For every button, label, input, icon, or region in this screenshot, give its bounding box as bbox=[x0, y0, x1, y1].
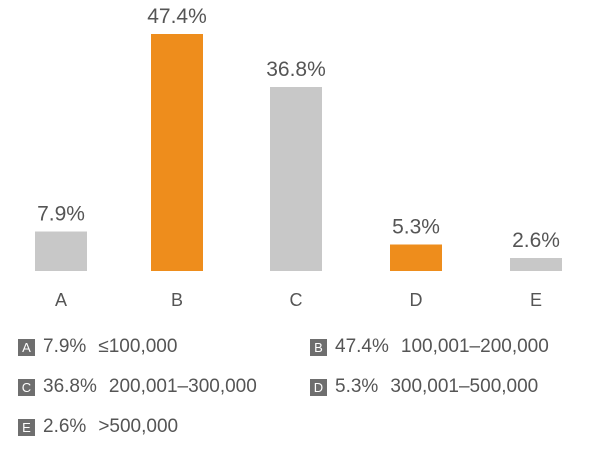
legend-range-b: 100,001–200,000 bbox=[400, 336, 549, 357]
value-label-d: 5.3% bbox=[392, 216, 440, 239]
bar-e bbox=[510, 258, 562, 271]
legend-key-a: A bbox=[18, 338, 35, 356]
legend-range-d: 300,001–500,000 bbox=[390, 376, 539, 397]
legend-key-e: E bbox=[18, 418, 35, 436]
legend-key-d: D bbox=[310, 378, 327, 396]
value-label-b: 47.4% bbox=[147, 5, 207, 28]
bar-chart: 7.9% A 47.4% B 36.8% C 5.3% D 2.6% E bbox=[35, 5, 562, 310]
legend-item-d: D 5.3% 300,001–500,000 bbox=[310, 376, 538, 398]
legend-item-a: A 7.9% ≤100,000 bbox=[18, 336, 177, 358]
legend-pct-b: 47.4% bbox=[335, 336, 389, 357]
legend-key-c: C bbox=[18, 378, 35, 396]
legend-range-e: >500,000 bbox=[98, 416, 179, 437]
legend-item-b: B 47.4% 100,001–200,000 bbox=[310, 336, 549, 358]
legend-key-b: B bbox=[310, 338, 327, 356]
value-label-e: 2.6% bbox=[512, 229, 560, 252]
legend-range-a: ≤100,000 bbox=[98, 336, 178, 357]
legend-item-c: C 36.8% 200,001–300,000 bbox=[18, 376, 257, 398]
legend-range-c: 200,001–300,000 bbox=[108, 376, 257, 397]
legend-pct-a: 7.9% bbox=[43, 336, 87, 357]
bar-d bbox=[390, 244, 442, 271]
bar-b bbox=[151, 34, 203, 271]
category-label-d: D bbox=[410, 290, 423, 310]
bar-c bbox=[270, 87, 322, 271]
category-label-a: A bbox=[55, 290, 67, 310]
value-label-a: 7.9% bbox=[37, 203, 85, 226]
legend-pct-d: 5.3% bbox=[335, 376, 379, 397]
bar-a bbox=[35, 231, 87, 271]
category-label-b: B bbox=[171, 290, 183, 310]
legend-pct-e: 2.6% bbox=[43, 416, 87, 437]
category-label-e: E bbox=[530, 290, 542, 310]
value-label-c: 36.8% bbox=[266, 58, 326, 81]
category-label-c: C bbox=[290, 290, 303, 310]
legend-pct-c: 36.8% bbox=[43, 376, 97, 397]
legend-item-e: E 2.6% >500,000 bbox=[18, 416, 178, 438]
